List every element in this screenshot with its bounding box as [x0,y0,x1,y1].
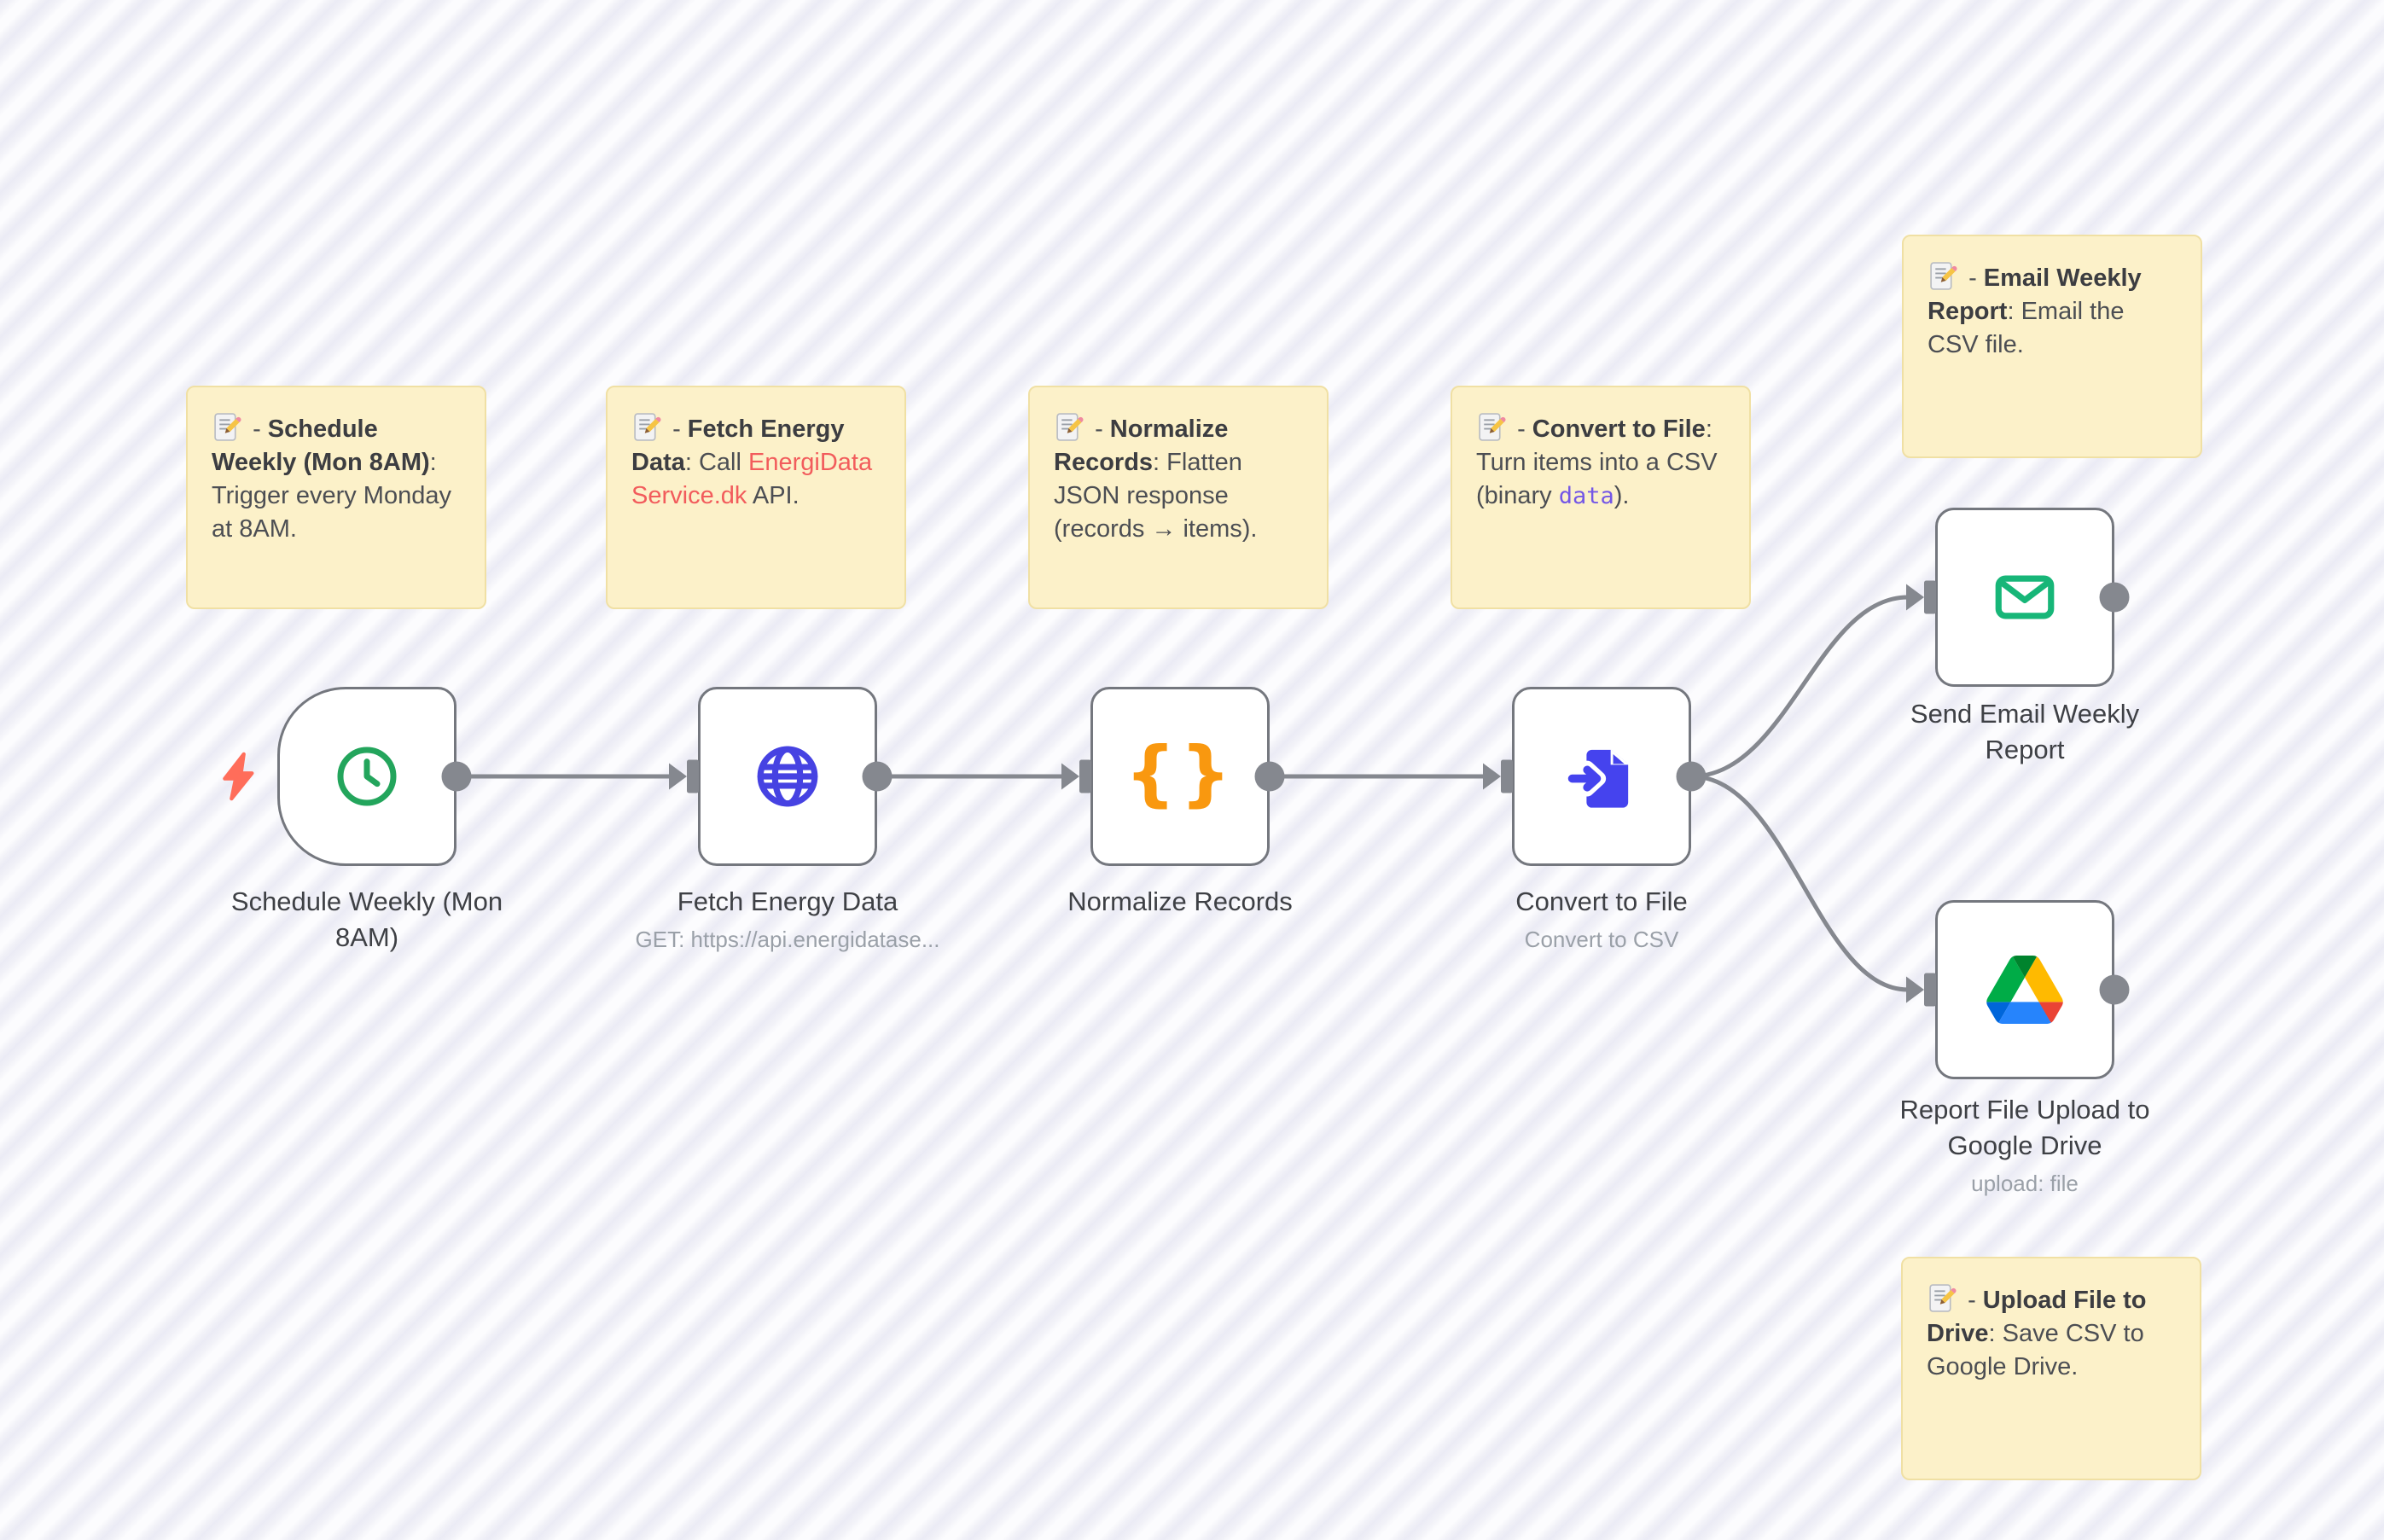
sticky-note-convert-to-file[interactable]: - Convert to File: Turn items into a CSV… [1451,386,1751,609]
note-body: API. [747,482,800,509]
note-dash: - [672,416,681,443]
lightning-bolt-icon [223,752,254,801]
note-colon: : [684,449,692,476]
node-label-schedule-weekly: Schedule Weekly (Mon 8AM) [230,886,503,952]
note-dash: - [1517,416,1526,443]
note-body: Email the CSV file. [1928,298,2125,358]
node-subtitle-fetch-energy-data: GET: https://api.energidatase... [635,927,940,952]
node-subtitle-report-file-upload-to-google-drive: upload: file [1971,1171,2079,1196]
note-body: Turn items into a CSV (binary [1476,449,1718,509]
input-port-fetch-energy-data[interactable] [669,759,699,793]
note-title: Normalize Records [1054,416,1229,476]
note-code: data [1558,483,1614,509]
node-label-convert-to-file: Convert to File [1515,886,1688,916]
note-colon: : [429,449,437,476]
sticky-note-email-weekly-report[interactable]: - Email Weekly Report: Email the CSV fil… [1902,235,2202,458]
connection-convert-to-email[interactable] [1689,595,1910,779]
output-port-convert-to-file[interactable] [1676,761,1707,792]
output-port-fetch-energy-data[interactable] [862,761,893,792]
input-port-send-email-weekly-report[interactable] [1906,580,1936,614]
node-send-email-weekly-report[interactable] [1935,508,2114,687]
node-label-report-file-upload-to-google-drive: Report File Upload to Google Drive [1899,1095,2150,1160]
sticky-note-fetch-energy-data[interactable]: - Fetch Energy Data: Call EnergiDataServ… [606,386,906,609]
note-title: Upload File to Drive [1927,1287,2147,1347]
output-port-send-email-weekly-report[interactable] [2099,582,2130,613]
node-normalize-records[interactable]: {} [1090,687,1270,866]
note-colon: : [1705,416,1712,443]
sticky-note-normalize-records[interactable]: - Normalize Records: Flatten JSON respon… [1028,386,1329,609]
memo-icon [1479,413,1506,441]
note-colon: : [1153,449,1160,476]
sticky-note-schedule-weekly[interactable]: - Schedule Weekly (Mon 8AM): Trigger eve… [186,386,486,609]
node-label-fetch-energy-data: Fetch Energy Data [677,886,898,916]
memo-icon [214,413,241,441]
note-title: Schedule Weekly (Mon 8AM) [212,416,430,476]
sticky-note-upload-file-to-drive[interactable]: - Upload File to Drive: Save CSV to Goog… [1901,1257,2201,1480]
input-port-report-file-upload-to-google-drive[interactable] [1906,973,1936,1007]
note-dash: - [1095,416,1103,443]
node-label-send-email-weekly-report: Send Email Weekly Report [1910,699,2140,764]
memo-icon [634,413,661,441]
file-import-icon [1565,748,1630,808]
note-body: Call [691,449,748,476]
note-body: Trigger every Monday at 8AM. [212,482,451,543]
note-dash: - [1968,1287,1976,1314]
memo-icon [1929,1284,1957,1312]
node-schedule-weekly-trigger[interactable] [277,687,456,866]
note-dash: - [253,416,261,443]
node-convert-to-file[interactable] [1512,687,1691,866]
connection-convert-to-drive[interactable] [1689,774,1910,992]
note-link[interactable]: EnergiDataService.dk [631,449,873,509]
node-fetch-energy-data[interactable] [698,687,877,866]
google-drive-icon [1986,956,2063,1024]
note-body: Flatten JSON response (records → items). [1054,449,1258,543]
node-report-file-upload-to-google-drive[interactable] [1935,900,2114,1079]
globe-icon [757,746,818,807]
output-port-normalize-records[interactable] [1254,761,1285,792]
output-port-report-file-upload-to-google-drive[interactable] [2099,974,2130,1005]
input-port-normalize-records[interactable] [1061,759,1091,793]
note-colon: : [2007,298,2015,325]
note-colon: : [1988,1320,1996,1347]
note-title: Fetch Energy Data [631,416,845,476]
node-label-normalize-records: Normalize Records [1067,886,1293,916]
curly-braces-icon: {} [1125,731,1236,815]
memo-icon [1930,262,1957,290]
input-port-convert-to-file[interactable] [1483,759,1513,793]
node-subtitle-convert-to-file: Convert to CSV [1524,927,1679,952]
note-title: Email Weekly Report [1928,264,2142,325]
note-body: ). [1614,482,1630,509]
output-port-schedule-weekly[interactable] [441,761,472,792]
note-title: Convert to File [1532,416,1706,443]
clock-icon [337,747,397,806]
note-dash: - [1968,264,1977,292]
note-body: Save CSV to Google Drive. [1927,1320,2144,1380]
memo-icon [1056,413,1084,441]
email-icon [1995,575,2055,619]
